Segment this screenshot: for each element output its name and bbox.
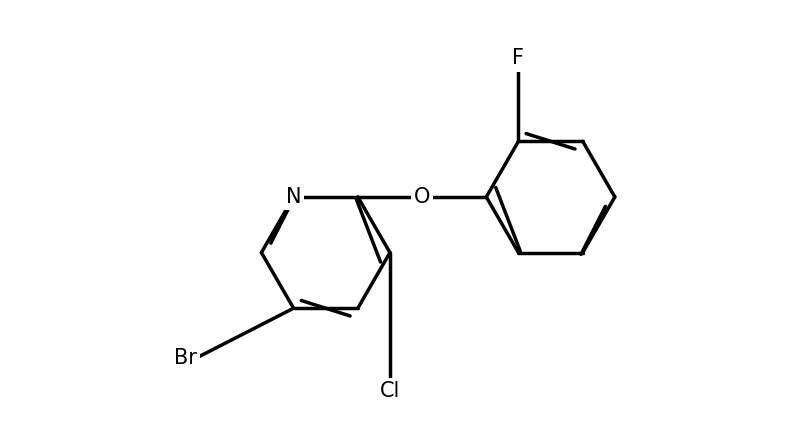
Text: F: F: [512, 49, 524, 69]
Text: Cl: Cl: [380, 381, 400, 401]
Text: N: N: [285, 187, 301, 207]
Text: Br: Br: [174, 348, 197, 368]
Text: O: O: [414, 187, 430, 207]
